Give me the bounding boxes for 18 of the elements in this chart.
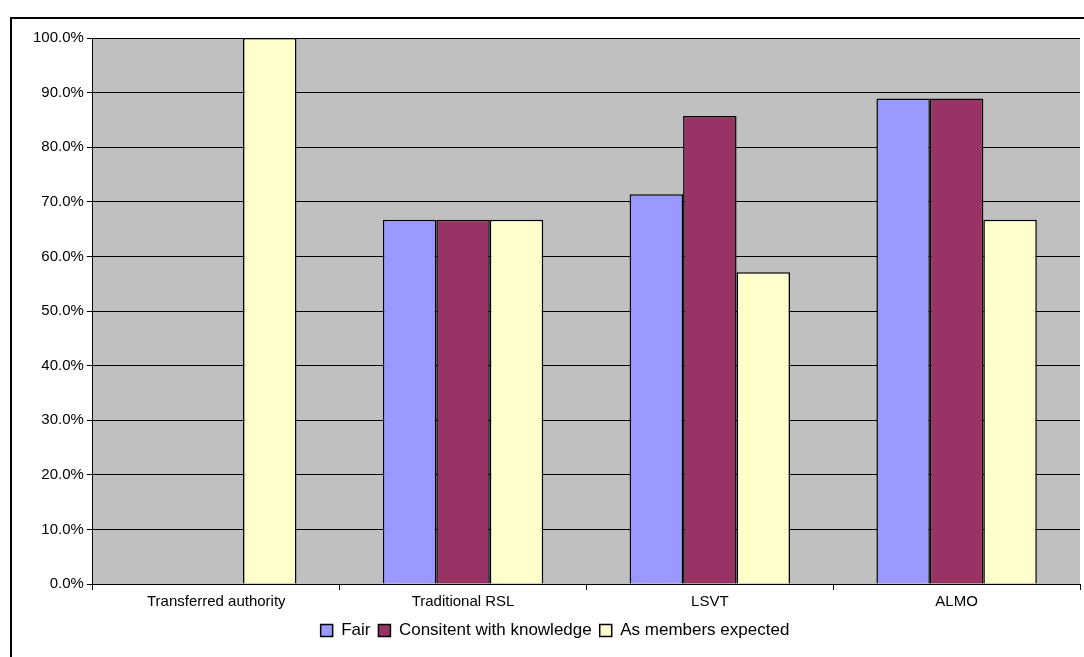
y-tick-label: 70.0% — [41, 191, 84, 209]
y-tick-label: 20.0% — [41, 464, 84, 482]
y-tick-label: 50.0% — [41, 301, 84, 319]
x-tick-label: LSVT — [691, 592, 729, 610]
y-tick-label: 30.0% — [41, 410, 84, 428]
x-tick-label: Transferred authority — [146, 592, 287, 610]
x-tick-label: ALMO — [935, 592, 978, 610]
y-tick-label: 100.0% — [33, 28, 84, 46]
x-tick-label: Traditional RSL — [411, 592, 515, 610]
y-tick-label: 0.0% — [49, 574, 84, 592]
y-tick-label: 10.0% — [41, 519, 84, 537]
y-tick-label: 90.0% — [41, 82, 84, 100]
legend-label: Fair — [341, 620, 371, 640]
y-tick-label: 60.0% — [41, 246, 84, 264]
legend-label: Consitent with knowledge — [398, 620, 592, 640]
legend-label: As members expected — [620, 620, 790, 640]
y-tick-label: 40.0% — [41, 355, 84, 373]
y-tick-label: 80.0% — [41, 137, 84, 155]
